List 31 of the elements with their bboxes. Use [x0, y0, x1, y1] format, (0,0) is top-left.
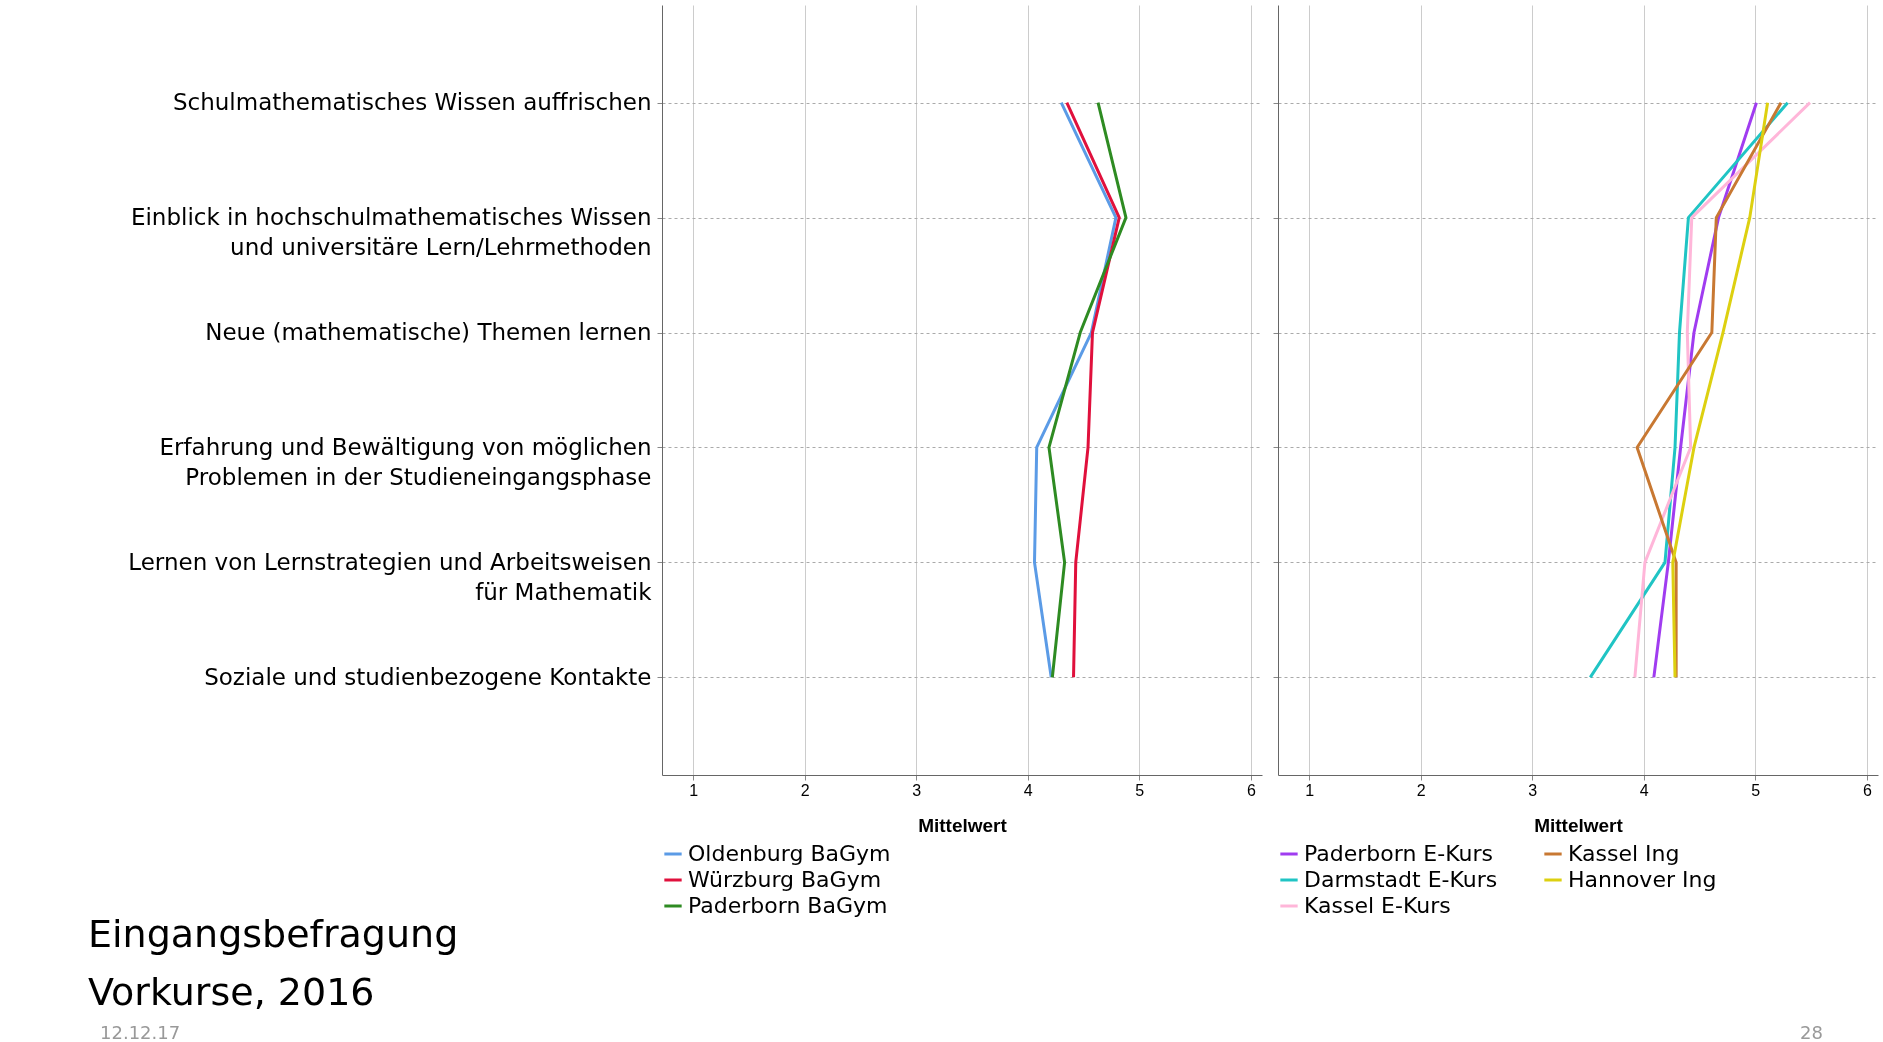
legend-label: Kassel E-Kurs [1304, 893, 1451, 918]
legend-label: Hannover Ing [1568, 867, 1717, 892]
y-tick-label: Lernen von Lernstrategien und Arbeitsweisen für Mathematik [128, 548, 653, 605]
x-tick-label: 2 [1416, 781, 1426, 799]
x-tick-label: 3 [912, 781, 922, 799]
text: 12.12.17 [100, 1022, 181, 1042]
x-tick-label: 1 [1305, 781, 1315, 799]
x-axis-title: Mittelwert [918, 814, 1008, 836]
x-tick-label: 2 [800, 781, 810, 799]
legend-label: Oldenburg BaGym [688, 841, 891, 866]
x-tick-label: 5 [1751, 781, 1761, 799]
x-tick-label: 4 [1023, 781, 1033, 799]
x-tick-label: 6 [1246, 781, 1256, 799]
x-tick-label: 3 [1528, 781, 1538, 799]
y-tick-label: Einblick in hochschulmathematisches Wissen und universitäre Lern/Lehrmethoden [130, 204, 652, 261]
legend-label: Kassel Ing [1568, 841, 1680, 866]
y-tick-label: Neue (mathematische) Themen lernen [205, 319, 652, 346]
y-tick-label: Erfahrung und Bewältigung von möglichen Problemen in der Studieneingangsphase [159, 433, 652, 490]
x-axis-title: Mittelwert [1534, 814, 1624, 836]
legend-label: Würzburg BaGym [688, 867, 882, 892]
x-tick-label: 6 [1862, 781, 1872, 799]
x-tick-label: 4 [1639, 781, 1649, 799]
text: 28 [1800, 1022, 1823, 1042]
y-tick-label: Schulmathematisches Wissen auffrischen [172, 89, 652, 116]
legend-label: Paderborn E-Kurs [1304, 841, 1493, 866]
legend-label: Darmstadt E-Kurs [1304, 867, 1498, 892]
x-tick-label: 1 [689, 781, 699, 799]
text: Eingangsbefragung Vorkurse, 2016 [88, 911, 459, 1016]
legend-label: Paderborn BaGym [688, 893, 888, 918]
y-tick-label: Soziale und studienbezogene Kontakte [204, 663, 652, 690]
x-tick-label: 5 [1135, 781, 1145, 799]
